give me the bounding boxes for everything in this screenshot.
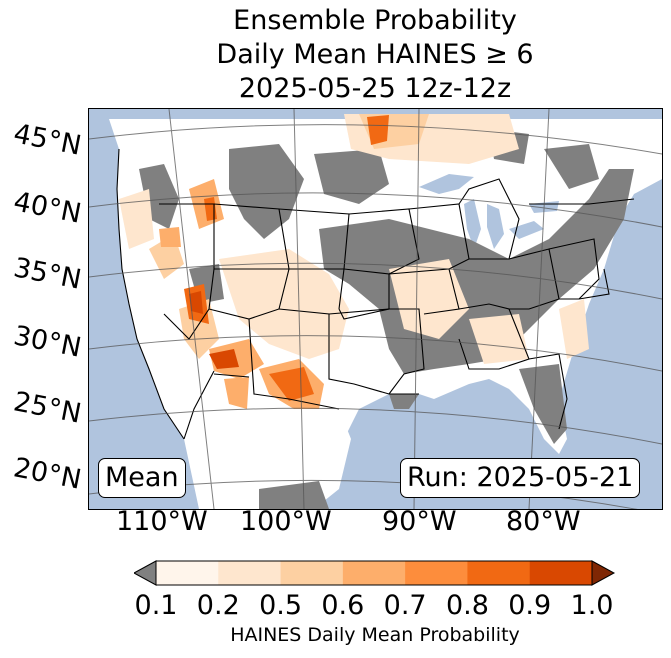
lat-label-35: 35°N <box>11 252 84 296</box>
colorbar-tick-2: 0.5 <box>259 590 303 621</box>
lon-label-100: 100°W <box>240 506 332 537</box>
title-line-2: Daily Mean HAINES ≥ 6 <box>216 39 534 70</box>
map-panel <box>88 108 663 510</box>
colorbar-bin-6 <box>529 561 593 585</box>
lat-label-30: 30°N <box>11 320 84 364</box>
colorbar-tick-3: 0.6 <box>321 590 365 621</box>
colorbar-bins <box>156 561 593 585</box>
title-line-3: 2025-05-25 12z-12z <box>238 73 512 104</box>
colorbar-bin-3 <box>342 561 406 585</box>
lon-label-90: 90°W <box>382 506 457 537</box>
lat-label-40: 40°N <box>11 186 84 230</box>
colorbar-tick-6: 0.9 <box>508 590 552 621</box>
colorbar-bin-1 <box>218 561 282 585</box>
lat-label-25: 25°N <box>11 386 84 430</box>
lat-label-45: 45°N <box>11 118 84 162</box>
colorbar-bin-0 <box>156 561 219 585</box>
run-date-label: Run: 2025-05-21 <box>400 458 641 498</box>
colorbar-bin-2 <box>280 561 344 585</box>
colorbar-bin-5 <box>467 561 531 585</box>
colorbar-tick-5: 0.8 <box>445 590 489 621</box>
lon-label-110: 110°W <box>116 506 208 537</box>
great-lakes <box>419 174 559 249</box>
map-svg <box>89 109 662 509</box>
colorbar-over-arrow <box>591 560 616 586</box>
mexico-land <box>194 399 351 509</box>
colorbar-label: HAINES Daily Mean Probability <box>230 624 520 646</box>
colorbar-tick-1: 0.2 <box>196 590 240 621</box>
colorbar-frame <box>155 560 593 586</box>
colorbar-tick-4: 0.7 <box>383 590 427 621</box>
title-line-1: Ensemble Probability <box>233 5 517 36</box>
lat-label-20: 20°N <box>11 452 84 496</box>
colorbar-tick-7: 1.0 <box>570 590 614 621</box>
colorbar <box>134 560 616 586</box>
statistic-label: Mean <box>98 458 186 498</box>
state-borders <box>116 148 635 440</box>
lon-label-80: 80°W <box>506 506 581 537</box>
colorbar-tick-0: 0.1 <box>134 590 178 621</box>
colorbar-bin-4 <box>405 561 468 585</box>
graticule <box>89 109 662 509</box>
colorbar-under-arrow <box>134 560 157 586</box>
